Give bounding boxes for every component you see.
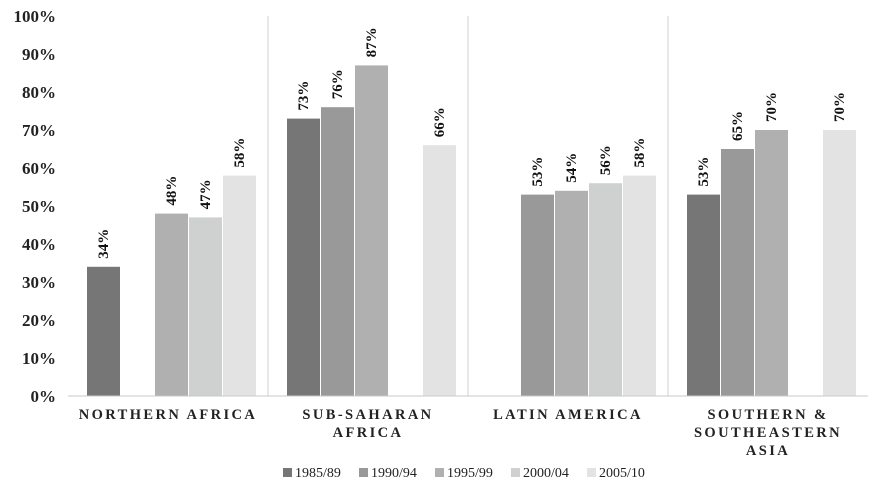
data-label: 53% [530, 157, 546, 187]
bar [823, 130, 856, 396]
data-label: 65% [730, 111, 746, 141]
data-label: 48% [164, 176, 180, 206]
data-label: 56% [598, 145, 614, 175]
y-tick-label: 20% [22, 311, 56, 330]
y-tick-label: 70% [22, 121, 56, 140]
bar [355, 65, 388, 397]
category-label: SOUTHERN & [707, 407, 828, 423]
data-labels: 34% 48% 47% 58% 73% 76% 87% 66% 53% 54% 56% 58% 53% 6… [96, 27, 848, 258]
y-axis: 0% 10% 20% 30% 40% 50% 60% 70% 80% 90% 100% [14, 7, 57, 406]
legend-label: 1985/89 [295, 466, 341, 481]
category-label: NORTHERN AFRICA [79, 407, 258, 423]
category-label: SUB-SAHARAN [302, 407, 433, 423]
data-label: 73% [296, 81, 312, 111]
y-tick-label: 90% [22, 45, 56, 64]
legend-swatch [359, 468, 368, 477]
y-tick-label: 40% [22, 235, 56, 254]
legend-label: 1990/94 [371, 466, 417, 481]
y-tick-label: 100% [14, 7, 57, 26]
data-label: 53% [696, 157, 712, 187]
bar [189, 217, 222, 396]
data-label: 70% [764, 92, 780, 122]
data-label: 58% [232, 138, 248, 168]
group-separators [267, 16, 669, 396]
bar [555, 190, 588, 396]
data-label: 54% [564, 153, 580, 183]
y-tick-label: 30% [22, 273, 56, 292]
bar [755, 130, 788, 396]
legend: 1985/89 1990/94 1995/99 2000/04 2005/10 [283, 466, 645, 481]
category-label: SOUTHEASTERN [694, 425, 842, 441]
category-labels: NORTHERN AFRICA SUB-SAHARAN AFRICA LATIN AM… [79, 407, 842, 459]
bar [721, 149, 754, 396]
data-label: 58% [632, 138, 648, 168]
bars [87, 65, 856, 397]
category-label: LATIN AMERICA [493, 407, 643, 423]
bar [155, 213, 188, 396]
bar [87, 266, 120, 396]
y-tick-label: 0% [31, 387, 57, 406]
legend-swatch [435, 468, 444, 477]
category-label: AFRICA [333, 425, 404, 441]
y-tick-label: 60% [22, 159, 56, 178]
legend-swatch [587, 468, 596, 477]
bar [623, 175, 656, 396]
data-label: 47% [198, 179, 214, 209]
data-label: 70% [832, 92, 848, 122]
legend-swatch [283, 468, 292, 477]
bar [321, 107, 354, 396]
y-tick-label: 80% [22, 83, 56, 102]
bar [223, 175, 256, 396]
bar [287, 118, 320, 396]
legend-label: 2005/10 [599, 466, 645, 481]
data-label: 66% [432, 107, 448, 137]
y-tick-label: 10% [22, 349, 56, 368]
legend-label: 2000/04 [523, 466, 569, 481]
bar [423, 145, 456, 396]
bar [521, 194, 554, 396]
data-label: 76% [330, 69, 346, 99]
data-label: 87% [364, 27, 380, 57]
data-label: 34% [96, 229, 112, 259]
bar [589, 183, 622, 396]
y-tick-label: 50% [22, 197, 56, 216]
bar [687, 194, 720, 396]
legend-label: 1995/99 [447, 466, 493, 481]
legend-swatch [511, 468, 520, 477]
category-label: ASIA [746, 443, 790, 459]
